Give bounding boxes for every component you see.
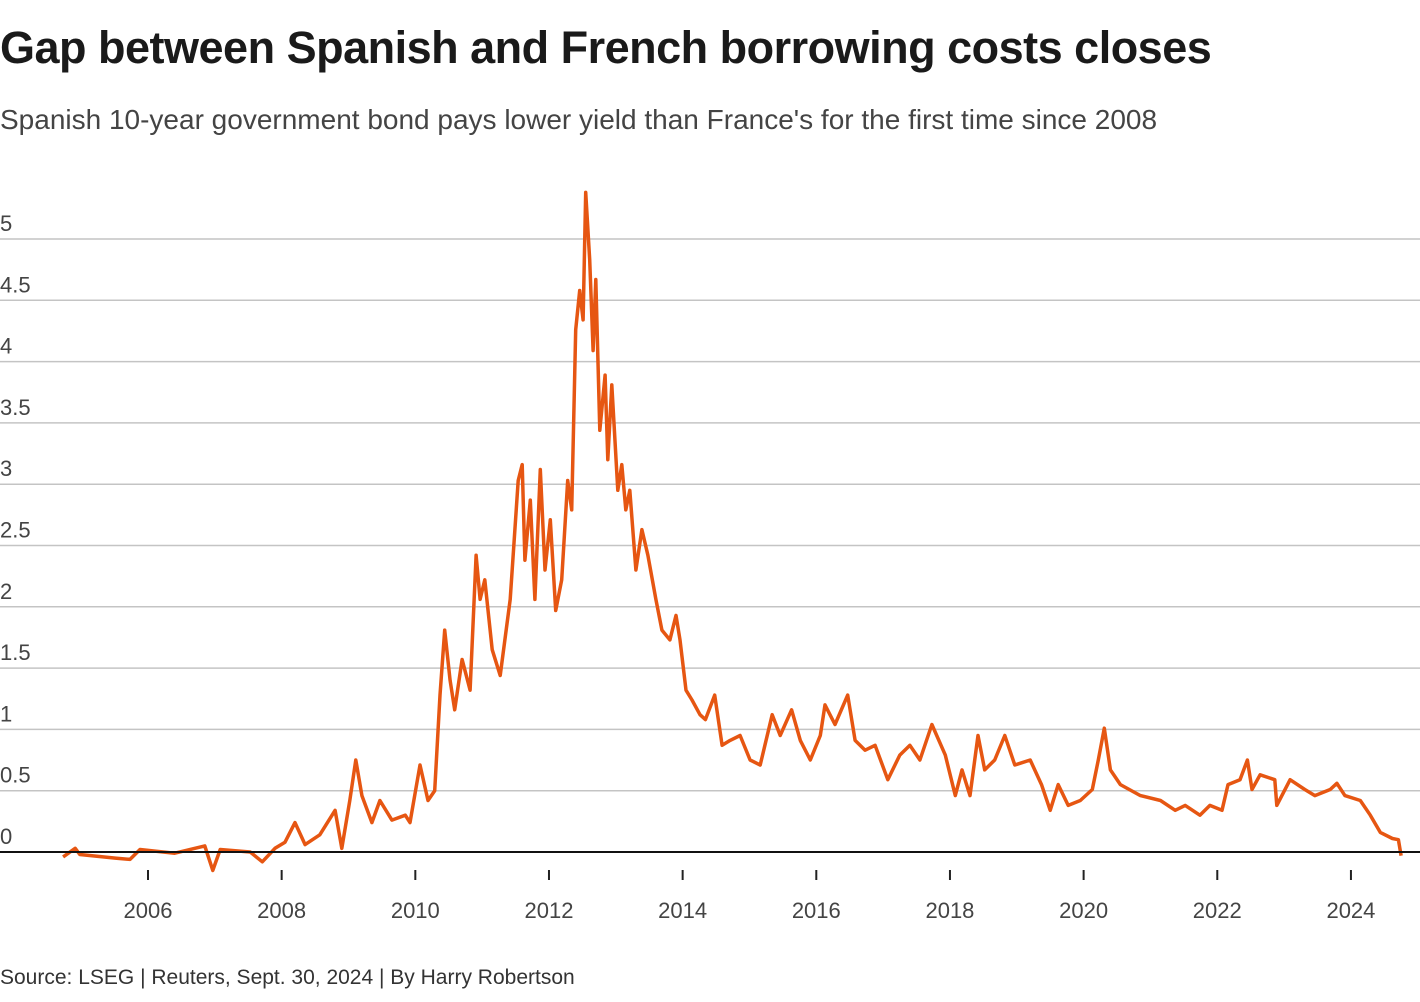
x-tick-label: 2008: [257, 898, 306, 923]
y-tick-label: 0: [0, 824, 12, 849]
y-tick-label: 2: [0, 579, 12, 604]
x-tick-label: 2012: [525, 898, 574, 923]
x-tick-label: 2006: [124, 898, 173, 923]
y-tick-label: 1.5: [0, 640, 31, 665]
y-tick-label: 3.5: [0, 395, 31, 420]
x-tick-label: 2010: [391, 898, 440, 923]
x-tick-label: 2016: [792, 898, 841, 923]
x-tick-label: 2014: [658, 898, 707, 923]
y-tick-label: 0.5: [0, 763, 31, 788]
y-tick-label: 3: [0, 456, 12, 481]
x-tick-label: 2024: [1326, 898, 1375, 923]
y-tick-label: 2.5: [0, 518, 31, 543]
spread-line: [62, 190, 1403, 873]
x-tick-label: 2018: [925, 898, 974, 923]
y-tick-label: 4: [0, 334, 12, 359]
y-tick-label: 5: [0, 211, 12, 236]
y-tick-label: 1: [0, 701, 12, 726]
source-note: Source: LSEG | Reuters, Sept. 30, 2024 |…: [0, 966, 575, 989]
x-tick-label: 2022: [1193, 898, 1242, 923]
chart-subtitle: Spanish 10-year government bond pays low…: [0, 104, 1158, 135]
chart-title: Gap between Spanish and French borrowing…: [0, 22, 1212, 73]
x-tick-label: 2020: [1059, 898, 1108, 923]
y-tick-label: 4.5: [0, 272, 31, 297]
